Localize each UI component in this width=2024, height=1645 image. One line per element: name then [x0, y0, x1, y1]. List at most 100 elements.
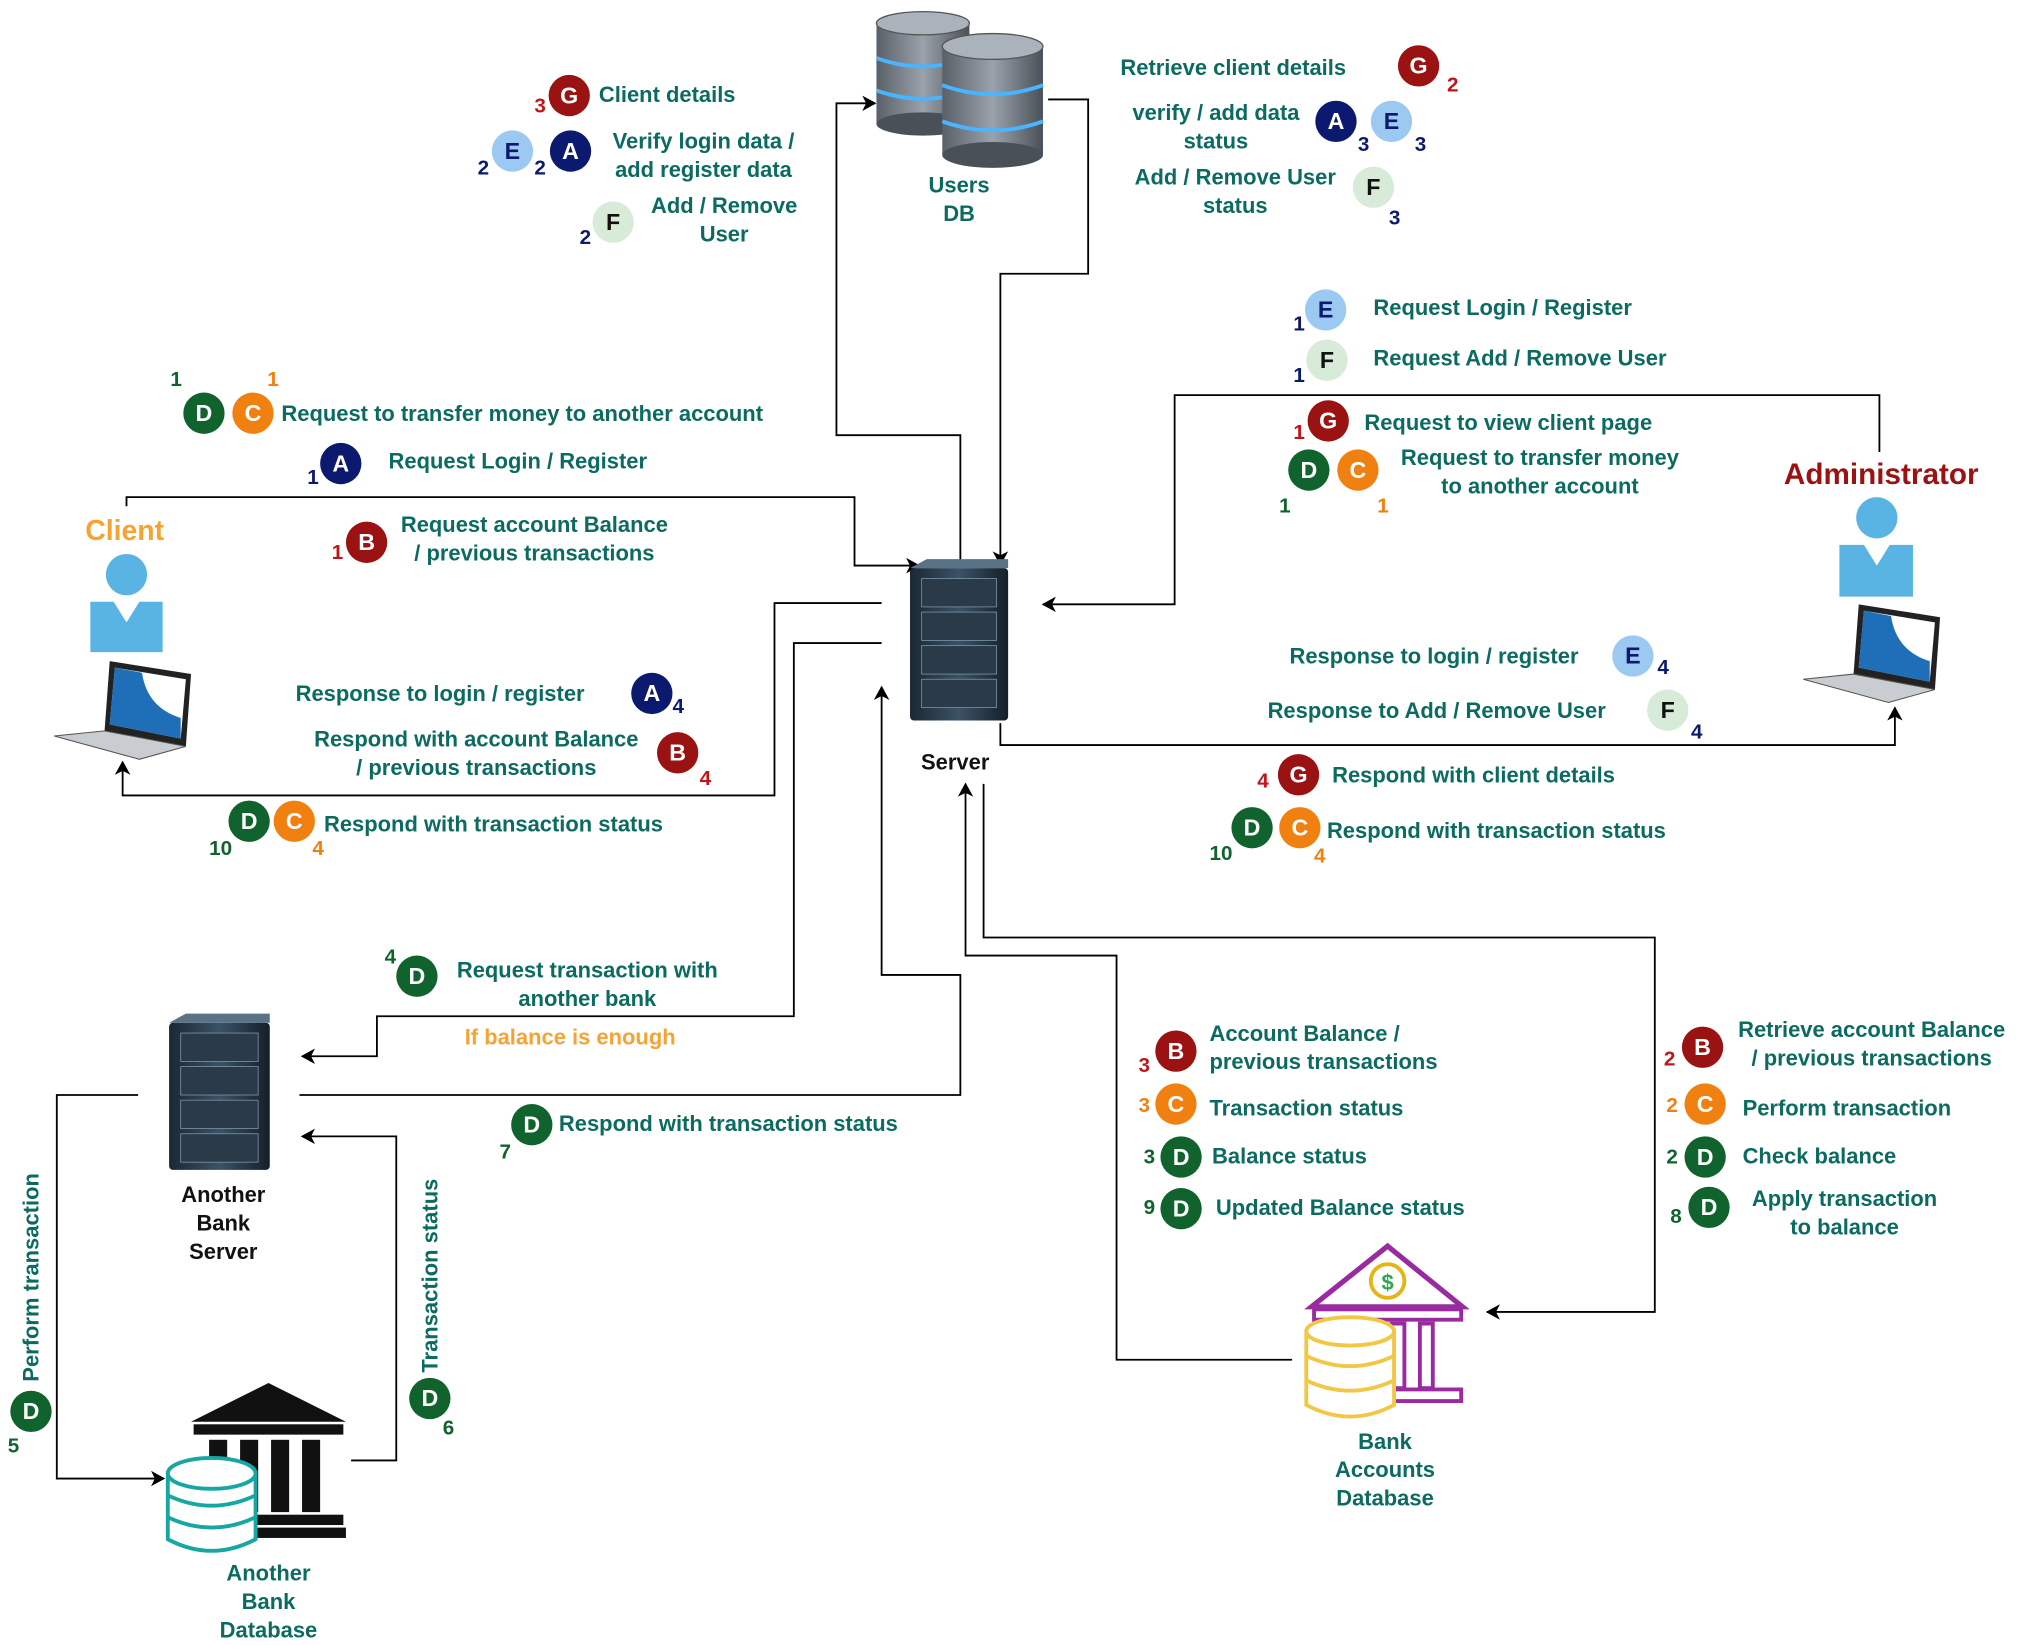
label-client-request-balance: Request account Balance / previous trans… — [400, 512, 668, 566]
label-db-balance-status: Balance status — [1212, 1144, 1367, 1169]
step-badge-d: D — [1684, 1136, 1726, 1178]
label-admin-transfer: Request to transfer money to another acc… — [1400, 445, 1679, 499]
step-number: 1 — [1377, 495, 1389, 518]
label-if-balance-enough: If balance is enough — [464, 1025, 676, 1050]
step-number: 2 — [1666, 1146, 1678, 1169]
label-verify-add-status: verify / add data status — [1132, 100, 1300, 154]
step-number: 8 — [1670, 1206, 1682, 1229]
step-number: 4 — [1657, 657, 1669, 680]
admin-laptop-icon — [1803, 604, 1941, 704]
step-number: 4 — [672, 696, 685, 718]
client-user-icon — [90, 553, 163, 653]
step-number: 2 — [1663, 1048, 1676, 1071]
step-badge-b: B — [345, 521, 388, 564]
label-retrieve-client-details: Retrieve client details — [1120, 55, 1347, 81]
step-number: 1 — [331, 542, 344, 565]
label-admin-respond-details: Respond with client details — [1332, 763, 1615, 788]
step-badge-f: F — [1647, 689, 1689, 731]
step-badge-d: D — [1160, 1136, 1202, 1178]
step-number: 1 — [1279, 495, 1291, 518]
label-admin-response-add-remove: Response to Add / Remove User — [1267, 698, 1606, 724]
arrow-client-to-server — [125, 496, 921, 574]
step-badge-b: B — [1681, 1026, 1724, 1068]
arrow-bank-db-to-server — [957, 782, 1293, 1361]
label-admin-response-login: Response to login / register — [1289, 644, 1579, 669]
label-admin-request-add-remove: Request Add / Remove User — [1373, 346, 1667, 371]
step-badge-c: C — [1337, 449, 1379, 491]
label-client-respond-tx: Respond with transaction status — [323, 812, 663, 837]
step-badge-e: E — [1612, 635, 1654, 677]
step-badge-d: D — [10, 1390, 52, 1433]
label-add-remove-status: Add / Remove User status — [1134, 165, 1336, 219]
step-number: 3 — [1138, 1095, 1150, 1117]
users-db-icon — [875, 10, 1044, 168]
users-db-label: Users DB — [928, 173, 990, 226]
step-number: 7 — [499, 1141, 512, 1164]
arrow-another-db-to-server — [300, 1128, 398, 1462]
label-admin-view-client: Request to view client page — [1364, 410, 1653, 436]
label-client-transfer: Request to transfer money to another acc… — [281, 401, 764, 427]
step-number: 3 — [1388, 207, 1401, 230]
step-badge-e: E — [1370, 100, 1413, 143]
step-badge-g: G — [1397, 45, 1440, 87]
step-badge-d: D — [1160, 1187, 1202, 1230]
step-badge-d: D — [183, 392, 225, 434]
another-bank-server-icon — [169, 1013, 270, 1170]
step-badge-a: A — [549, 130, 592, 172]
step-badge-d: D — [1231, 807, 1273, 849]
label-perform-transaction-vertical: Perform transaction — [19, 1173, 44, 1382]
step-number: 1 — [267, 369, 279, 392]
label-admin-respond-tx: Respond with transaction status — [1326, 818, 1666, 844]
label-db-transaction-status: Transaction status — [1209, 1096, 1404, 1121]
step-number: 10 — [209, 838, 233, 861]
arrow-admin-to-server — [1041, 394, 1881, 613]
step-badge-e: E — [491, 130, 534, 172]
label-check-balance: Check balance — [1742, 1144, 1897, 1169]
step-number: 3 — [1414, 134, 1427, 157]
label-db-updated-balance: Updated Balance status — [1215, 1195, 1465, 1221]
step-number: 3 — [1143, 1146, 1156, 1169]
server-rack-icon — [910, 559, 1009, 721]
admin-user-icon — [1839, 497, 1913, 597]
label-add-remove-user: Add / Remove User — [650, 193, 798, 247]
step-number: 4 — [1314, 845, 1326, 868]
label-verify-login: Verify login data / add register data — [612, 129, 795, 183]
step-badge-a: A — [631, 672, 673, 715]
label-admin-request-login: Request Login / Register — [1373, 295, 1632, 321]
step-number: 2 — [1446, 74, 1459, 97]
step-badge-f: F — [592, 201, 634, 243]
step-number: 3 — [534, 95, 546, 118]
step-number: 6 — [442, 1417, 455, 1440]
step-number: 1 — [1293, 313, 1305, 336]
label-retrieve-account-balance: Retrieve account Balance / previous tran… — [1738, 1017, 2006, 1071]
step-number: 2 — [477, 157, 490, 180]
step-badge-g: G — [548, 74, 590, 117]
server-label: Server — [921, 750, 990, 775]
step-badge-g: G — [1277, 754, 1320, 796]
arrow-server-to-another-bank — [300, 642, 882, 1065]
step-badge-d: D — [409, 1377, 451, 1420]
step-badge-a: A — [320, 442, 362, 485]
bank-accounts-database-icon: $ — [1304, 1242, 1470, 1419]
arrow-another-bank-to-server — [299, 685, 962, 1096]
another-bank-database-label: Another Bank Database — [219, 1561, 318, 1643]
step-badge-c: C — [1684, 1083, 1726, 1125]
step-badge-c: C — [232, 392, 274, 434]
step-number: 4 — [1690, 721, 1703, 744]
step-number: 4 — [1257, 770, 1269, 793]
step-badge-d: D — [1688, 1186, 1730, 1229]
bank-accounts-database-label: Bank Accounts Database — [1335, 1429, 1436, 1511]
step-number: 2 — [1666, 1095, 1678, 1117]
step-badge-b: B — [657, 732, 699, 774]
label-another-respond-tx: Respond with transaction status — [558, 1111, 898, 1137]
step-number: 1 — [1293, 365, 1305, 388]
step-badge-b: B — [1155, 1030, 1197, 1072]
label-apply-transaction: Apply transaction to balance — [1751, 1186, 1938, 1240]
step-badge-d: D — [396, 955, 438, 997]
step-badge-d: D — [228, 800, 270, 842]
step-badge-f: F — [1352, 166, 1395, 208]
step-number: 2 — [534, 157, 546, 180]
step-badge-d: D — [1288, 449, 1330, 491]
